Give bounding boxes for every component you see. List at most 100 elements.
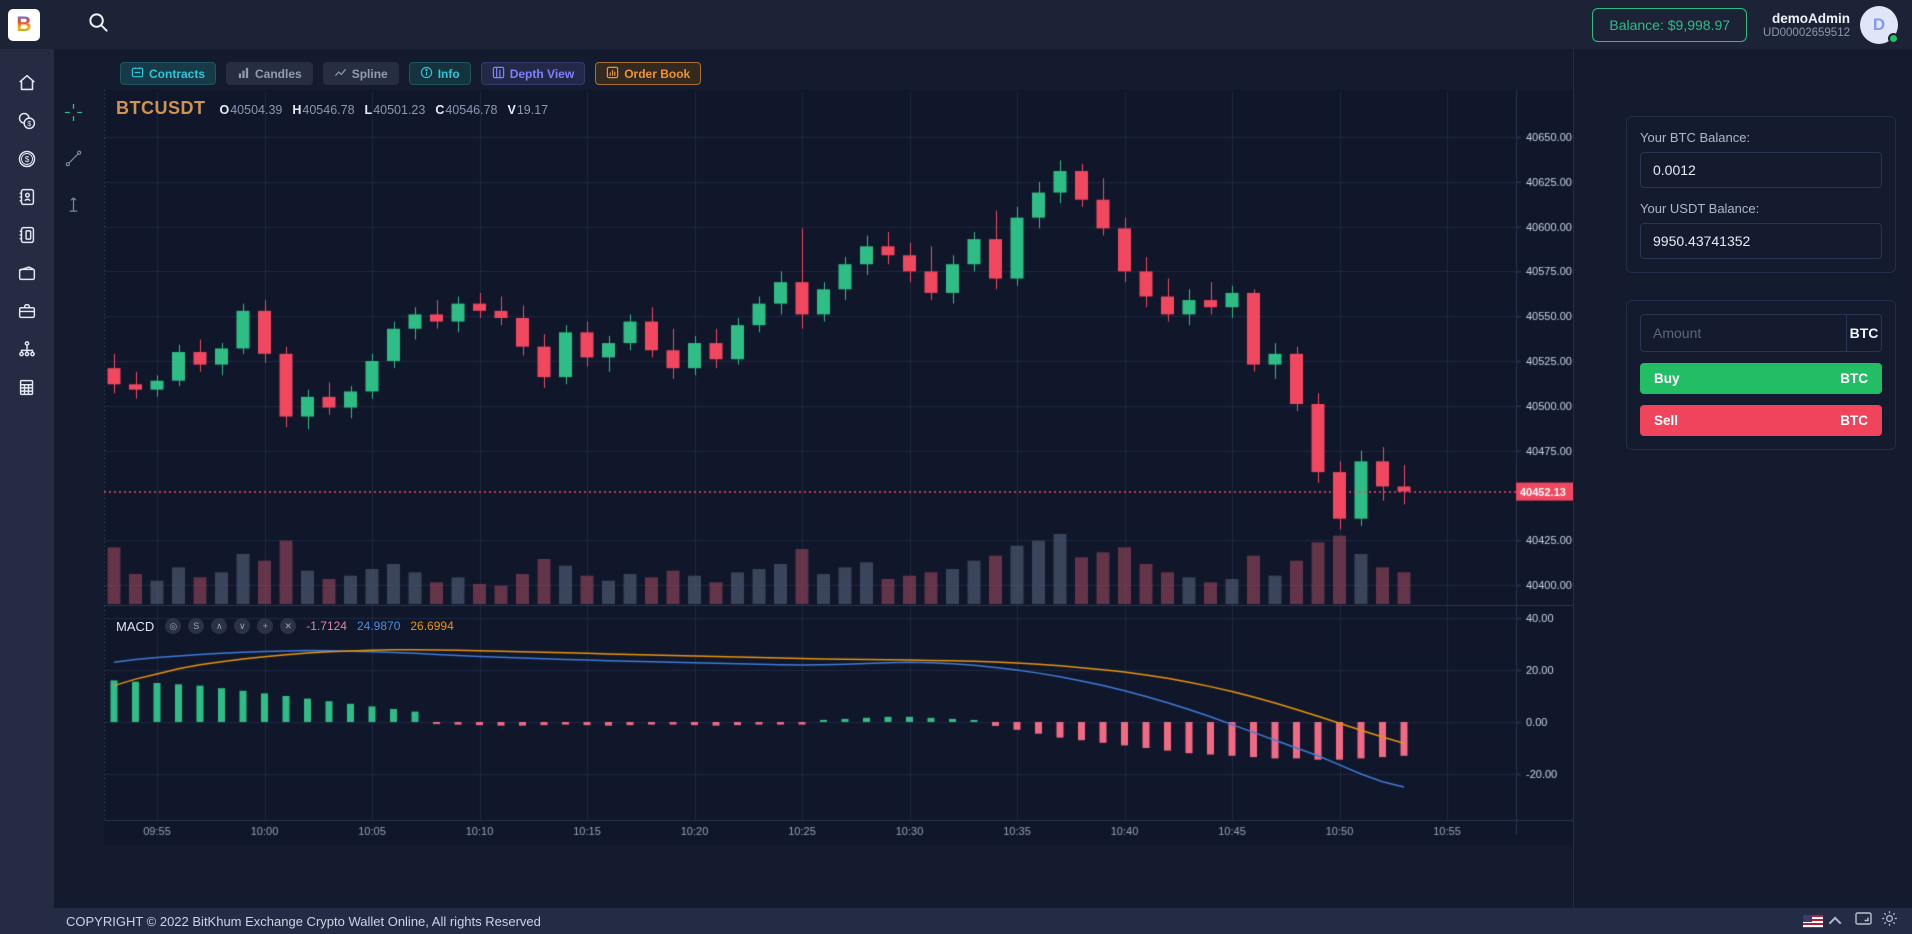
trendline-icon [64,149,83,171]
chart-view-tabs: Contracts Candles Spline Info Depth View… [120,62,702,85]
copyright-text: COPYRIGHT © 2022 BitKhum Exchange Crypto… [66,913,541,929]
fullscreen-button[interactable] [1855,912,1872,930]
macd-arrow-down-icon[interactable]: ∨ [234,618,251,634]
sidebar-item-ledger[interactable] [7,217,47,255]
avatar[interactable]: D [1860,5,1899,44]
sidebar-item-portfolio[interactable] [7,293,47,331]
trendline-tool[interactable] [61,148,85,172]
volume-value: V19.17 [507,103,549,117]
macd-line-value: 24.9870 [356,619,401,633]
sell-label: Sell [1654,413,1679,428]
tab-label: Info [437,66,460,81]
report-icon [16,376,38,401]
username: demoAdmin [1771,10,1850,26]
buy-label: Buy [1654,371,1680,386]
sell-unit: BTC [1840,413,1868,428]
macd-signal-value: 26.6994 [410,619,454,633]
macd-arrow-up-icon[interactable]: ∧ [211,618,228,634]
info-icon [420,66,433,82]
sidebar-item-home[interactable] [7,65,47,103]
search-icon [87,11,110,39]
depth-view-icon [492,66,505,82]
tab-label: Spline [351,66,388,81]
btc-balance-field[interactable] [1640,152,1882,188]
sidebar-item-network[interactable] [7,331,47,369]
theme-sun-icon [1881,910,1898,932]
macd-plus-icon[interactable]: + [257,618,274,634]
balances-card: Your BTC Balance: Your USDT Balance: [1626,116,1896,273]
btc-balance-label: Your BTC Balance: [1640,130,1751,145]
tab-label: Candles [255,66,302,81]
macd-label: MACD [116,618,155,634]
macd-settings-icon[interactable]: S [188,618,205,634]
close-value: C40546.78 [435,103,498,117]
tab-candles[interactable]: Candles [226,62,313,85]
briefcase-icon [16,300,38,325]
wallet-icon [16,262,38,287]
buy-button[interactable]: Buy BTC [1640,363,1882,394]
macd-indicator-row: MACD ◎ S ∧ ∨ + ✕ -1.7124 24.9870 26.6994 [116,618,454,634]
usdt-balance-label: Your USDT Balance: [1640,201,1760,216]
order-book-icon [606,66,619,82]
app-logo[interactable]: B [8,8,40,41]
crosshair-tool[interactable] [61,102,85,126]
usdt-balance-field[interactable] [1640,223,1882,259]
sidebar-item-reports[interactable] [7,369,47,407]
balance-badge[interactable]: Balance: $9,998.97 [1592,7,1748,42]
symbol-header: BTCUSDT O40504.39 H40546.78 L40501.23 C4… [116,98,548,119]
theme-toggle-button[interactable] [1881,910,1898,932]
logo-letter: B [16,13,32,36]
tab-order-book[interactable]: Order Book [595,62,702,85]
home-icon [16,72,38,97]
tab-depth-view[interactable]: Depth View [480,62,586,85]
tab-info[interactable]: Info [408,62,471,85]
trade-card: BTC Buy BTC Sell BTC [1626,300,1896,450]
macd-eye-icon[interactable]: ◎ [165,618,182,634]
network-icon [16,338,38,363]
sidebar-item-contacts[interactable] [7,179,47,217]
tab-label: Depth View [509,66,575,81]
language-selector[interactable] [1803,914,1842,929]
chart-tools [58,102,88,218]
macd-hist-value: -1.7124 [306,619,347,633]
amount-unit: BTC [1846,315,1881,351]
spline-icon [334,66,347,82]
text-cursor-tool[interactable] [61,194,85,218]
chevron-up-icon [1828,916,1842,929]
svg-text:$: $ [25,155,30,164]
amount-input[interactable] [1641,315,1846,351]
user-block: demoAdmin UD00002659512 [1763,11,1850,39]
text-cursor-icon [64,195,83,217]
tab-label: Contracts [149,66,206,81]
footer: COPYRIGHT © 2022 BitKhum Exchange Crypto… [54,908,1912,934]
svg-text:$: $ [27,118,31,127]
tab-spline[interactable]: Spline [322,62,399,85]
contacts-book-icon [16,186,38,211]
open-value: O40504.39 [219,103,283,117]
sidebar-item-wallet[interactable] [7,255,47,293]
macd-close-icon[interactable]: ✕ [280,618,297,634]
amount-row: BTC [1640,314,1882,352]
contracts-icon [131,66,144,82]
sell-button[interactable]: Sell BTC [1640,405,1882,436]
search-button[interactable] [84,11,112,39]
chart-right-border [1573,49,1574,908]
sidebar-item-balance[interactable]: $ [7,141,47,179]
high-value: H40546.78 [292,103,355,117]
chart-area: BTCUSDT O40504.39 H40546.78 L40501.23 C4… [104,90,1573,845]
avatar-letter: D [1872,14,1886,34]
buy-unit: BTC [1840,371,1868,386]
notebook-icon [16,224,38,249]
sidebar-item-currencies[interactable]: $ [7,103,47,141]
us-flag-icon [1803,914,1823,928]
crosshair-icon [64,103,83,125]
symbol-name: BTCUSDT [116,98,206,118]
sidebar: $ $ [0,49,54,934]
tab-label: Order Book [624,66,691,81]
fullscreen-icon [1855,912,1872,930]
price-chart-canvas[interactable] [104,90,1573,845]
online-status-dot [1888,32,1899,44]
tab-contracts[interactable]: Contracts [120,62,217,85]
topbar: B Balance: $9,998.97 demoAdmin UD0000265… [0,0,1912,49]
user-id: UD00002659512 [1763,26,1850,39]
